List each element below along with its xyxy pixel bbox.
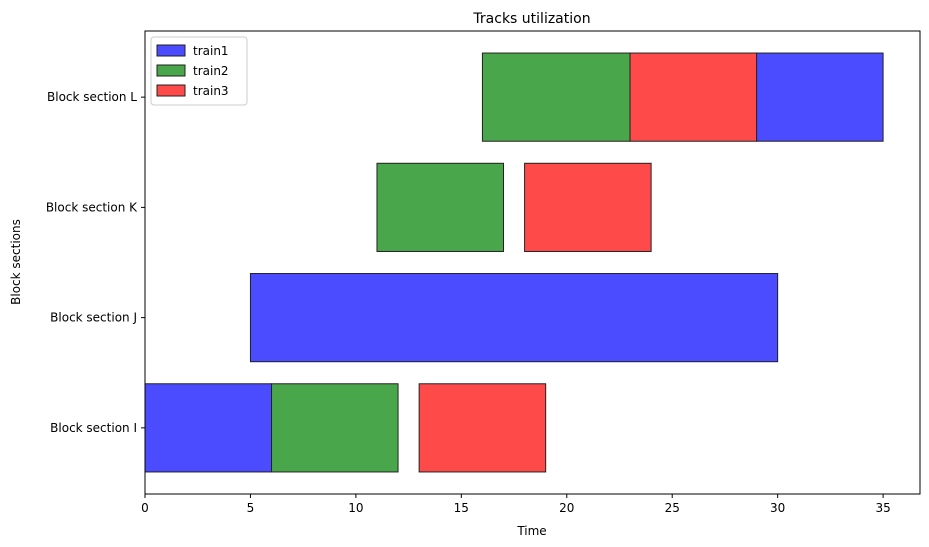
legend-label-train3: train3 [193,84,229,98]
x-tick-label: 35 [875,501,890,515]
x-tick-label: 5 [247,501,255,515]
chart-title: Tracks utilization [472,11,590,27]
legend-swatch-train2 [156,64,186,77]
bar-train1-2 [756,52,884,142]
y-tick-label: Block section J [50,311,137,325]
x-tick-label: 0 [141,501,149,515]
y-tick-label: Block section I [50,421,137,435]
legend-label-train1: train1 [193,44,229,58]
x-tick-label: 15 [454,501,469,515]
bar-train3-0 [418,383,547,473]
x-tick-label: 20 [559,501,574,515]
legend-swatch-train1 [156,44,186,57]
legend-swatch-train3 [156,84,186,97]
plot-frame [144,30,921,495]
x-axis: 0 5 10 15 20 25 30 35 [141,494,891,515]
bars-layer [144,52,884,473]
y-tick-label: Block section L [47,90,137,104]
bar-train2-2 [481,52,631,142]
bar-train2-0 [271,383,399,473]
y-axis-label: Block sections [9,219,23,305]
bar-train1-1 [249,273,779,363]
bar-train3-2 [629,52,758,142]
legend: train1 train2 train3 [150,36,248,106]
bar-train1-0 [144,383,273,473]
y-tick-label: Block section K [46,200,138,214]
bar-train2-1 [376,162,505,252]
y-axis: Block section I Block section J Block sect… [46,90,145,435]
legend-label-train2: train2 [193,64,229,78]
x-tick-label: 10 [348,501,363,515]
x-tick-label: 30 [770,501,785,515]
x-tick-label: 25 [665,501,680,515]
x-axis-label: Time [516,524,546,538]
bar-train3-1 [524,162,652,252]
